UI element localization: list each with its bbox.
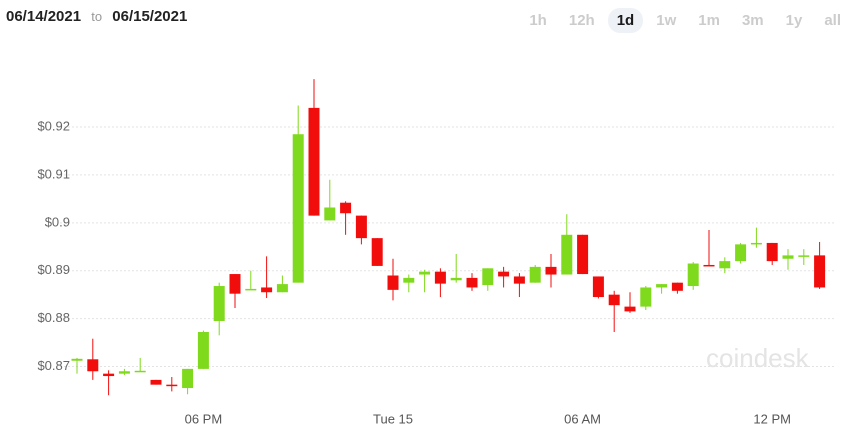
candle-body: [498, 271, 510, 277]
candle-body: [434, 271, 446, 284]
candle-body: [182, 368, 194, 389]
candle-body: [592, 276, 604, 298]
interval-button[interactable]: 1m: [698, 12, 720, 29]
candle-body: [608, 294, 620, 306]
candle-body: [276, 284, 288, 293]
y-tick-label: $0.88: [37, 310, 70, 325]
candle-body: [719, 261, 731, 269]
interval-bar: 1h 12h 1d 1w 1m 3m 1y all: [520, 8, 850, 33]
candle-body: [482, 268, 494, 286]
y-tick-label: $0.9: [45, 214, 70, 229]
interval-button[interactable]: 3m: [741, 12, 764, 29]
candle-body: [340, 202, 352, 214]
candle-body: [387, 275, 399, 290]
candle-body: [545, 266, 557, 275]
candle-body: [640, 287, 652, 307]
candle-body: [671, 282, 683, 291]
candle-body: [150, 379, 162, 385]
candle-body: [766, 242, 778, 262]
candle-body: [513, 276, 525, 284]
candle-body: [292, 134, 304, 283]
y-tick-label: $0.87: [37, 358, 70, 373]
candle-body: [814, 255, 826, 288]
y-tick-label: $0.89: [37, 262, 70, 277]
candle-body: [782, 255, 794, 259]
candle-body: [529, 266, 541, 283]
candle-body: [118, 371, 130, 374]
range-from[interactable]: 06/14/2021: [6, 8, 82, 25]
interval-button[interactable]: 12h: [568, 12, 595, 29]
y-tick-label: $0.91: [37, 166, 70, 181]
candle-body: [798, 255, 810, 257]
candle-body: [324, 207, 336, 221]
range-sep: to: [91, 9, 103, 24]
candle-body: [450, 277, 462, 281]
x-tick-label: Tue 15: [373, 411, 413, 426]
candle-body: [656, 284, 668, 288]
candle-body: [371, 238, 383, 266]
interval-button[interactable]: 1w: [656, 12, 677, 29]
candle-body: [419, 271, 431, 275]
candle-body: [245, 288, 257, 291]
candle-body: [71, 358, 83, 361]
x-tick-label: 12 PM: [753, 411, 791, 426]
date-range: 06/14/2021 to 06/15/2021: [6, 8, 187, 25]
candle-body: [703, 264, 715, 267]
candle-body: [261, 287, 273, 293]
candle-body: [403, 277, 415, 283]
candle-body: [134, 370, 146, 373]
candle-body: [355, 215, 367, 239]
interval-button[interactable]: all: [824, 12, 841, 29]
watermark: coindesk: [706, 343, 810, 373]
candle-body: [687, 263, 699, 287]
range-to[interactable]: 06/15/2021: [112, 8, 188, 25]
candle-body: [308, 107, 320, 216]
interval-button[interactable]: 1y: [785, 12, 803, 29]
candle-body: [466, 277, 478, 288]
candle-body: [577, 234, 589, 275]
y-tick-label: $0.92: [37, 118, 70, 133]
candle-body: [197, 332, 209, 369]
candle-body: [87, 359, 99, 372]
x-tick-label: 06 AM: [564, 411, 601, 426]
candle-body: [624, 306, 636, 312]
x-tick-label: 06 PM: [185, 411, 223, 426]
candle-body: [213, 286, 225, 321]
candle-body: [166, 384, 178, 387]
candle-body: [561, 234, 573, 275]
candle-body: [735, 244, 747, 262]
interval-button[interactable]: 1h: [529, 12, 547, 29]
candle-body: [229, 274, 241, 294]
interval-button[interactable]: 1d: [607, 8, 644, 33]
candle-body: [103, 373, 115, 377]
candle-body: [750, 242, 762, 245]
